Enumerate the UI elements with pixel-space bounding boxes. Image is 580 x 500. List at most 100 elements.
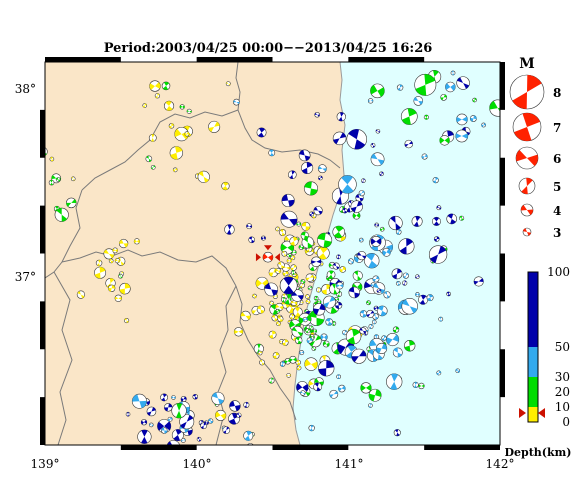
depth-label-100: 100 — [547, 265, 570, 279]
earthquake-mechanism — [481, 122, 486, 128]
earthquake-mechanism — [316, 287, 322, 293]
earthquake-mechanism — [160, 393, 168, 402]
earthquake-mechanism — [171, 403, 187, 419]
earthquake-mechanism — [359, 310, 368, 318]
earthquake-mechanism — [308, 325, 314, 331]
earthquake-mechanism — [326, 270, 336, 280]
earthquake-mechanism — [184, 131, 190, 137]
magnitude-label-3: 3 — [553, 226, 561, 240]
earthquake-mechanism — [440, 93, 448, 101]
earthquake-mechanism — [279, 229, 287, 236]
earthquake-mechanism — [469, 115, 477, 122]
earthquake-mechanism — [426, 294, 434, 302]
earthquake-mechanism — [431, 216, 441, 226]
earthquake-mechanism — [338, 384, 346, 393]
earthquake-mechanism — [352, 211, 361, 220]
border-yamagata-fukushima — [81, 109, 239, 191]
earthquake-mechanism — [276, 321, 281, 327]
earthquake-mechanism — [351, 348, 367, 364]
earthquake-mechanism — [386, 333, 400, 347]
earthquake-mechanism — [312, 328, 318, 334]
earthquake-mechanism — [289, 236, 299, 246]
earthquake-mechanism — [428, 245, 448, 264]
earthquake-mechanism — [35, 211, 40, 216]
earthquake-mechanism — [290, 255, 296, 261]
earthquake-mechanism — [310, 256, 322, 268]
depth-label-20: 20 — [555, 385, 570, 399]
bottom-border-segment — [424, 445, 500, 450]
magnitude-legend: M 8 7 6 5 4 3 — [509, 56, 561, 240]
earthquake-mechanism — [281, 339, 289, 346]
magnitude-legend-symbols — [509, 74, 545, 237]
earthquake-mechanism — [220, 449, 229, 458]
earthquake-mechanism — [289, 355, 297, 364]
earthquake-mechanism — [402, 272, 409, 279]
earthquake-mechanism — [166, 440, 181, 445]
magnitude-label-6: 6 — [553, 152, 561, 166]
earthquake-mechanism — [257, 350, 263, 356]
magnitude-label-5: 5 — [553, 180, 561, 194]
earthquake-mechanism — [296, 221, 302, 227]
earthquake-mechanism — [246, 223, 253, 230]
earthquake-mechanism — [260, 235, 266, 241]
earthquake-mechanism — [388, 215, 403, 231]
earthquake-mechanism — [287, 170, 297, 180]
earthquake-mechanism — [395, 229, 402, 235]
earthquake-mechanism — [259, 359, 265, 366]
earthquake-mechanism — [381, 335, 387, 341]
earthquake-mechanism — [371, 319, 377, 325]
earthquake-mechanism — [367, 98, 374, 104]
earthquake-mechanism — [358, 237, 364, 243]
earthquake-mechanism — [398, 238, 415, 255]
earthquake-mechanism — [256, 305, 265, 314]
earthquake-mechanism — [150, 164, 156, 170]
earthquake-mechanism — [124, 318, 130, 324]
right-border-segment — [500, 157, 505, 206]
earthquake-mechanism — [211, 391, 225, 405]
lon-label-142: 142° — [486, 457, 515, 471]
earthquake-mechanism — [161, 427, 168, 434]
earthquake-mechanism — [450, 70, 456, 76]
left-border-segment — [40, 205, 45, 254]
depth-unit-label: Depth(km) — [505, 446, 572, 459]
earthquake-mechanism — [95, 259, 103, 267]
earthquake-mechanism — [298, 149, 311, 162]
earthquake-mechanism — [307, 285, 313, 291]
depth-colorbar-frame — [527, 271, 539, 423]
earthquake-mechanism — [298, 244, 304, 250]
right-border-segment — [500, 253, 505, 302]
lat-label-38: 38° — [15, 82, 36, 96]
earthquake-mechanism — [247, 443, 254, 445]
earthquake-mechanism — [312, 303, 326, 316]
earthquake-mechanism — [368, 324, 374, 330]
earthquake-mechanism — [103, 248, 115, 260]
earthquake-mechanism — [66, 197, 77, 209]
earthquake-mechanism — [360, 382, 372, 394]
earthquake-mechanism — [114, 258, 121, 264]
earthquake-mechanism — [309, 211, 315, 217]
earthquake-mechanism — [305, 299, 311, 305]
earthquake-mechanism — [286, 258, 292, 264]
earthquake-mechanism — [291, 289, 304, 302]
earthquake-mechanism — [455, 368, 461, 374]
earthquake-mechanism — [146, 406, 157, 417]
earthquake-mechanism — [280, 240, 295, 255]
lon-label-139: 139° — [31, 457, 60, 471]
depth-label-30: 30 — [555, 370, 570, 384]
earthquake-mechanism — [224, 224, 235, 235]
earthquake-mechanism — [339, 266, 347, 273]
earthquake-mechanism — [256, 127, 267, 138]
earthquake-mechanism — [376, 288, 382, 294]
earthquake-mechanism — [348, 286, 361, 299]
earthquake-mechanism — [373, 305, 379, 311]
earthquake-mechanism — [456, 76, 470, 90]
earthquake-mechanism — [76, 290, 86, 299]
earthquake-mechanism — [295, 359, 301, 366]
top-border-segment — [45, 57, 121, 62]
earthquake-mechanism — [311, 346, 317, 351]
earthquake-mechanism — [108, 258, 114, 264]
earthquake-mechanism — [415, 274, 420, 280]
earthquake-mechanism — [114, 294, 123, 302]
earthquake-mechanism — [335, 301, 343, 309]
magnitude-legend-symbol-7 — [512, 112, 542, 142]
